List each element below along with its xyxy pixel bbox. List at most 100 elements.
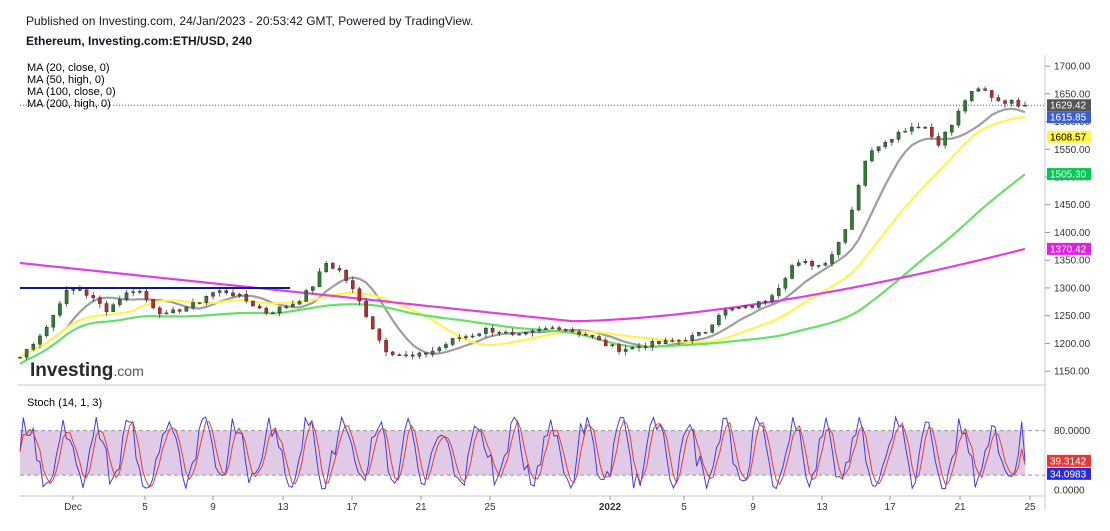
candle-body bbox=[424, 352, 428, 355]
candle-body bbox=[64, 290, 69, 304]
candle-body bbox=[304, 290, 308, 302]
candle-body bbox=[58, 303, 62, 316]
candle-body bbox=[377, 328, 382, 341]
price-tick-label: 1550.00 bbox=[1054, 145, 1091, 156]
candle-body bbox=[517, 333, 521, 336]
candle-body bbox=[597, 336, 601, 341]
price-label-box bbox=[1047, 130, 1091, 143]
candle-body bbox=[384, 340, 388, 353]
investing-logo: Investing.com bbox=[30, 360, 144, 381]
candle-body bbox=[843, 229, 848, 243]
candle-body bbox=[104, 303, 109, 313]
price-tick-label: 1650.00 bbox=[1054, 89, 1091, 100]
candle-body bbox=[417, 352, 422, 357]
candle-body bbox=[896, 131, 901, 140]
candle-body bbox=[510, 331, 515, 335]
candle-body bbox=[131, 291, 135, 293]
price-layer: 1700.001650.001600.001550.001500.001450.… bbox=[18, 62, 1091, 513]
ma20-line bbox=[19, 107, 1026, 359]
ma50-line bbox=[19, 115, 1026, 359]
price-tick-label: 1150.00 bbox=[1054, 367, 1090, 378]
candle-body bbox=[976, 88, 981, 92]
price-label-text: 1615.85 bbox=[1050, 113, 1087, 124]
stoch-k-label-box bbox=[1047, 454, 1091, 467]
candle-body bbox=[171, 309, 175, 314]
candle-body bbox=[836, 242, 841, 255]
candle-body bbox=[317, 271, 322, 287]
candle-body bbox=[204, 296, 209, 303]
candle-body bbox=[810, 261, 814, 267]
candle-body bbox=[750, 305, 754, 308]
time-tick-label: 9 bbox=[210, 502, 216, 513]
price-label-box bbox=[1047, 168, 1091, 181]
candle-body bbox=[763, 300, 768, 303]
candle-body bbox=[337, 268, 342, 271]
candle-body bbox=[224, 290, 229, 294]
candle-body bbox=[357, 288, 362, 302]
candle-body bbox=[557, 327, 561, 330]
candle-body bbox=[776, 288, 781, 296]
published-caption: Published on Investing.com, 24/Jan/2023 … bbox=[26, 14, 474, 28]
candle-body bbox=[876, 146, 881, 151]
candle-body bbox=[78, 289, 82, 291]
candle-body bbox=[670, 340, 675, 342]
time-tick-label: 21 bbox=[415, 502, 427, 513]
candle-body bbox=[244, 294, 249, 302]
candle-body bbox=[324, 263, 328, 272]
candle-body bbox=[683, 339, 688, 342]
candle-body bbox=[883, 142, 888, 147]
candle-body bbox=[610, 344, 615, 347]
candle-body bbox=[1023, 105, 1027, 107]
time-tick-label: 17 bbox=[346, 502, 358, 513]
candle-body bbox=[277, 306, 282, 314]
candle-body bbox=[823, 263, 828, 266]
candle-body bbox=[956, 110, 961, 126]
legend-ma100: MA (100, close, 0) bbox=[27, 86, 116, 98]
candle-body bbox=[803, 261, 808, 263]
candle-body bbox=[949, 124, 954, 133]
candle-body bbox=[930, 127, 934, 137]
candle-body bbox=[550, 327, 555, 329]
candle-body bbox=[31, 343, 36, 350]
ma100-line bbox=[19, 173, 1026, 365]
candle-body bbox=[943, 132, 947, 146]
candle-body bbox=[983, 88, 987, 91]
time-tick-label: 17 bbox=[884, 502, 896, 513]
candle-body bbox=[251, 300, 255, 307]
candle-body bbox=[603, 339, 608, 347]
candle-body bbox=[756, 301, 761, 308]
candle-body bbox=[344, 269, 348, 281]
time-tick-label: 9 bbox=[750, 502, 756, 513]
stoch-title: Stoch (14, 1, 3) bbox=[27, 397, 102, 409]
candle-body bbox=[969, 91, 974, 101]
candle-body bbox=[643, 346, 648, 348]
candle-body bbox=[44, 326, 49, 337]
candle-body bbox=[856, 185, 861, 211]
candle-body bbox=[284, 306, 289, 308]
candle-body bbox=[138, 291, 142, 293]
price-tick-label: 1450.00 bbox=[1054, 200, 1091, 211]
candle-body bbox=[191, 302, 195, 308]
candle-body bbox=[477, 333, 482, 337]
candle-body bbox=[657, 341, 661, 344]
candle-body bbox=[111, 304, 115, 313]
candle-body bbox=[51, 315, 56, 328]
candle-body bbox=[311, 286, 315, 291]
stoch-k-label: 39.3142 bbox=[1050, 456, 1087, 467]
candle-body bbox=[796, 262, 801, 266]
candle-body bbox=[623, 348, 628, 352]
candle-body bbox=[543, 328, 548, 330]
candle-body bbox=[743, 305, 748, 308]
candle-body bbox=[430, 350, 435, 355]
price-label-text: 1608.57 bbox=[1050, 132, 1087, 143]
candle-body bbox=[677, 339, 681, 342]
price-label-text: 1505.30 bbox=[1050, 170, 1087, 181]
candle-body bbox=[563, 329, 568, 331]
stoch-tick-label: 0.0000 bbox=[1054, 486, 1085, 497]
time-tick-label: 13 bbox=[277, 502, 289, 513]
price-label-box bbox=[1047, 99, 1091, 112]
candle-body bbox=[231, 292, 235, 297]
candle-body bbox=[331, 263, 335, 269]
legend-ma200: MA (200, high, 0) bbox=[27, 98, 111, 110]
